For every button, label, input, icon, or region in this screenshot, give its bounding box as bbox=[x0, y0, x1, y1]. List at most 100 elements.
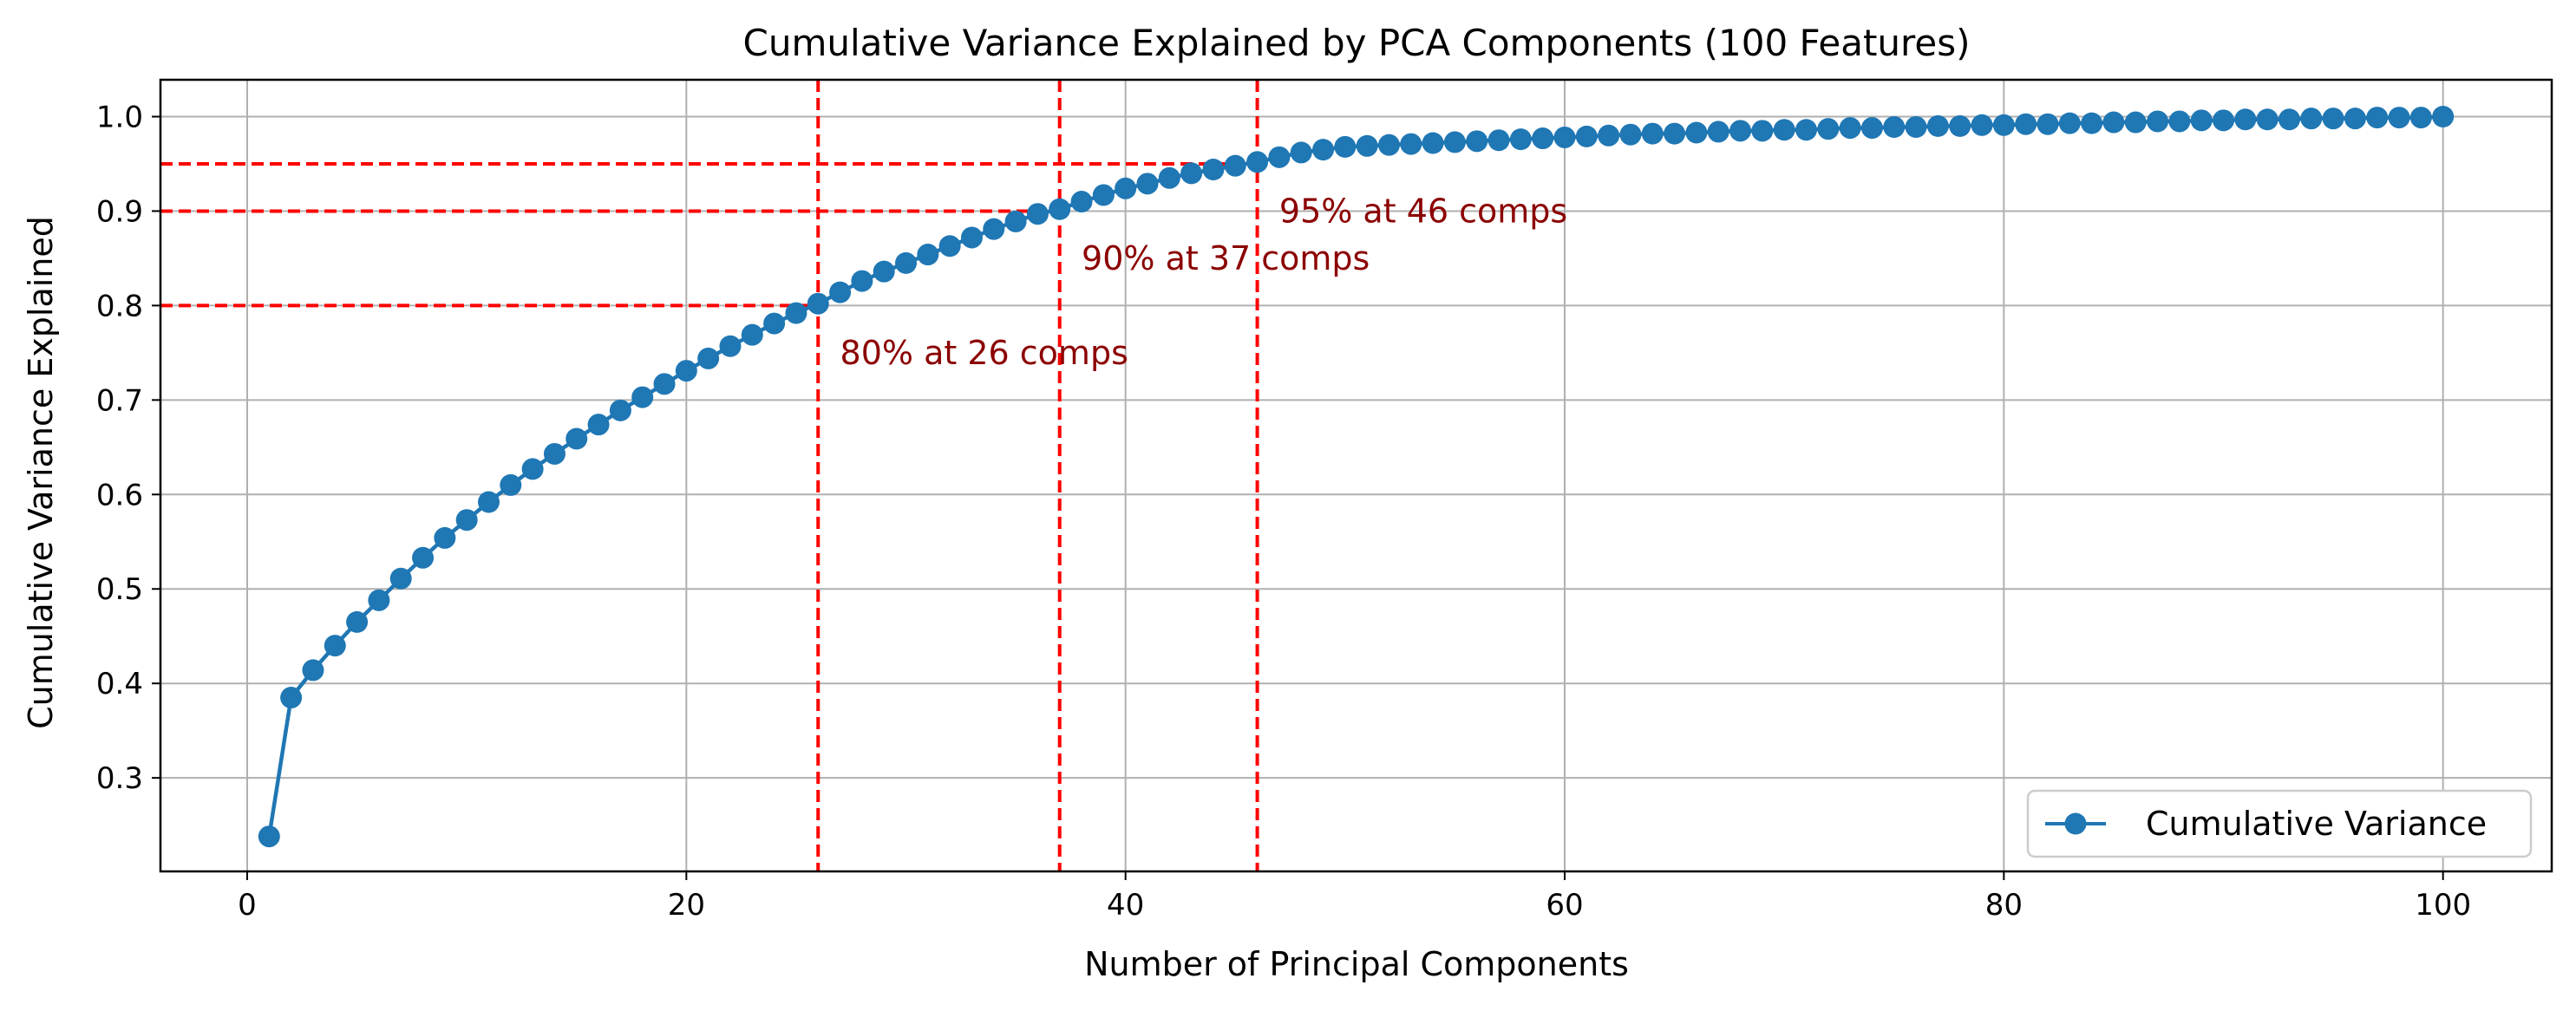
data-point bbox=[895, 251, 918, 274]
data-point bbox=[2037, 113, 2059, 135]
legend-label: Cumulative Variance bbox=[2146, 805, 2487, 843]
data-point bbox=[2058, 112, 2081, 134]
data-point bbox=[1377, 134, 1400, 156]
data-point bbox=[587, 414, 610, 436]
data-point bbox=[566, 427, 588, 450]
data-point bbox=[1992, 114, 2015, 136]
data-point bbox=[1487, 129, 1510, 152]
ticks-layer: 0 20 40 60 80 100 0.3 0.4 0.5 0.6 0.7 0.8 0.9 1.0 bbox=[96, 100, 2471, 923]
data-point bbox=[389, 567, 412, 590]
data-point bbox=[1070, 191, 1093, 213]
data-point bbox=[1312, 139, 1335, 161]
data-point bbox=[2409, 107, 2432, 129]
x-axis-label: Number of Principal Components bbox=[1084, 945, 1629, 983]
data-point bbox=[1422, 132, 1444, 154]
data-point bbox=[1004, 210, 1027, 232]
data-point bbox=[1115, 177, 1137, 199]
data-point bbox=[1158, 166, 1180, 189]
x-tick-label: 20 bbox=[668, 888, 705, 923]
data-point bbox=[983, 218, 1005, 240]
data-point bbox=[1180, 162, 1203, 185]
data-point bbox=[1202, 159, 1225, 181]
x-tick-label: 100 bbox=[2415, 888, 2471, 923]
data-point bbox=[719, 335, 742, 357]
data-point bbox=[1664, 122, 1686, 145]
data-point bbox=[477, 491, 500, 513]
threshold-annotation: 80% at 26 comps bbox=[840, 334, 1128, 372]
y-tick-label: 0.5 bbox=[96, 572, 143, 607]
data-point bbox=[2190, 109, 2213, 132]
data-point bbox=[1883, 115, 1906, 138]
data-point bbox=[1509, 128, 1532, 151]
data-point bbox=[609, 399, 631, 421]
data-point bbox=[1598, 124, 1620, 147]
series-line bbox=[267, 114, 2443, 838]
data-point bbox=[1290, 141, 1312, 164]
data-point bbox=[1575, 125, 1598, 147]
data-point bbox=[1026, 203, 1049, 225]
data-point bbox=[1860, 117, 1883, 140]
x-tick-label: 40 bbox=[1107, 888, 1144, 923]
data-point bbox=[2147, 110, 2169, 133]
data-point bbox=[1136, 173, 1159, 195]
data-point bbox=[324, 635, 346, 657]
data-point bbox=[697, 347, 720, 369]
data-point bbox=[938, 235, 961, 258]
data-point bbox=[1751, 120, 1774, 142]
data-point bbox=[280, 687, 303, 709]
data-point bbox=[1729, 120, 1752, 142]
grid-layer bbox=[160, 80, 2552, 871]
data-point bbox=[455, 509, 478, 532]
data-point bbox=[1334, 135, 1357, 158]
data-point bbox=[258, 825, 280, 848]
series-layer bbox=[258, 105, 2455, 848]
annotation-layer: 80% at 26 comps 90% at 37 comps 95% at 46 … bbox=[840, 192, 1568, 371]
y-tick-label: 0.8 bbox=[96, 289, 143, 323]
data-point bbox=[368, 589, 390, 611]
data-point bbox=[2124, 111, 2147, 134]
data-point bbox=[1641, 122, 1664, 145]
data-point bbox=[521, 458, 544, 480]
y-tick-label: 0.3 bbox=[96, 761, 143, 796]
data-point bbox=[434, 526, 456, 549]
data-point bbox=[763, 312, 786, 335]
data-point bbox=[829, 281, 852, 303]
data-point bbox=[2168, 110, 2191, 133]
data-point bbox=[2432, 105, 2455, 127]
y-tick-label: 0.4 bbox=[96, 667, 143, 701]
data-point bbox=[1400, 133, 1422, 155]
y-tick-label: 0.9 bbox=[96, 194, 143, 229]
data-point bbox=[1971, 114, 1993, 136]
data-point bbox=[785, 302, 807, 324]
data-point bbox=[960, 226, 983, 249]
x-tick-label: 80 bbox=[1985, 888, 2023, 923]
data-point bbox=[2015, 113, 2037, 135]
data-point bbox=[1707, 121, 1729, 143]
data-point bbox=[1443, 131, 1466, 153]
legend-box bbox=[2026, 789, 2533, 858]
data-point bbox=[2300, 108, 2323, 130]
data-point bbox=[2234, 108, 2257, 131]
data-point bbox=[2278, 108, 2300, 131]
data-point bbox=[2388, 107, 2410, 129]
data-point bbox=[675, 360, 697, 382]
data-point bbox=[1092, 184, 1115, 206]
data-point bbox=[543, 442, 566, 465]
data-point bbox=[1685, 121, 1708, 144]
data-point bbox=[741, 323, 763, 346]
y-tick-label: 0.6 bbox=[96, 478, 143, 512]
data-point bbox=[500, 473, 522, 496]
data-point bbox=[1926, 114, 1949, 137]
data-point bbox=[917, 244, 939, 266]
threshold-annotation: 95% at 46 comps bbox=[1279, 192, 1567, 230]
data-point bbox=[807, 292, 829, 315]
data-point bbox=[2213, 109, 2235, 132]
data-point bbox=[1049, 198, 1071, 220]
data-point bbox=[1817, 118, 1840, 140]
data-point bbox=[2344, 108, 2366, 130]
y-axis-label: Cumulative Variance Explained bbox=[22, 216, 60, 729]
legend: Cumulative Variance bbox=[2026, 789, 2533, 858]
data-point bbox=[2102, 111, 2125, 134]
y-tick-label: 0.7 bbox=[96, 383, 143, 418]
